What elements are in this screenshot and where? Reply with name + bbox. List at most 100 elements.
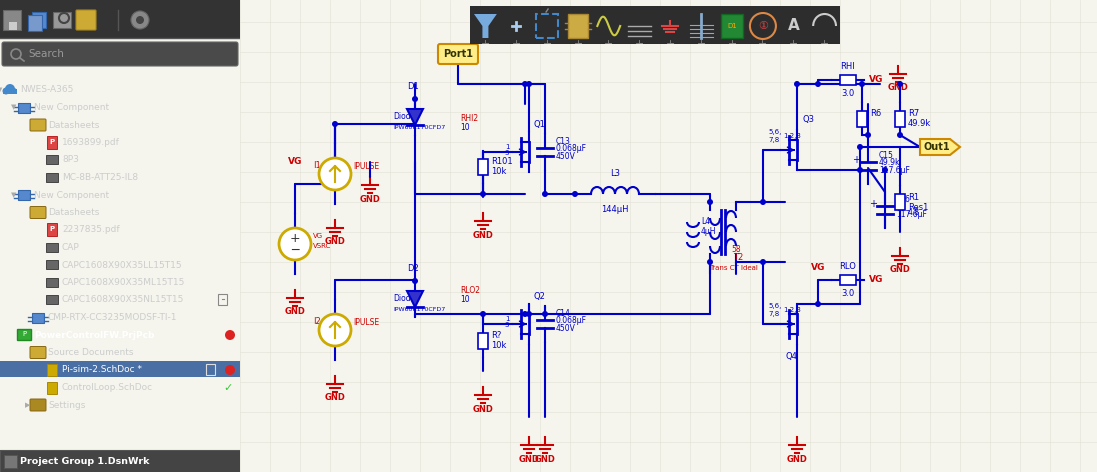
Text: MC-8B-ATT25-IL8: MC-8B-ATT25-IL8 <box>63 173 138 182</box>
Bar <box>218 294 227 305</box>
Polygon shape <box>920 139 960 155</box>
Circle shape <box>815 301 821 307</box>
Circle shape <box>522 311 528 317</box>
Circle shape <box>480 311 486 317</box>
Text: C15: C15 <box>879 151 894 160</box>
Bar <box>47 223 57 236</box>
Bar <box>29 15 42 31</box>
Text: VG: VG <box>287 157 302 166</box>
Text: R101: R101 <box>491 158 512 167</box>
Text: IPW60R170CFD7: IPW60R170CFD7 <box>393 125 445 130</box>
Text: CMP-RTX-CC3235MODSF-TI-1: CMP-RTX-CC3235MODSF-TI-1 <box>48 313 178 322</box>
Text: 7,8: 7,8 <box>768 137 779 143</box>
FancyBboxPatch shape <box>30 207 46 219</box>
Text: 10k: 10k <box>491 342 507 351</box>
Text: L3: L3 <box>610 169 620 178</box>
Bar <box>47 364 57 376</box>
Bar <box>4 455 16 468</box>
Bar <box>840 275 856 285</box>
Circle shape <box>882 167 887 173</box>
Text: R6: R6 <box>870 110 881 118</box>
Text: New Component: New Component <box>34 103 109 112</box>
Text: 0.068μF: 0.068μF <box>556 144 587 153</box>
Bar <box>0 450 240 472</box>
Text: C13: C13 <box>556 137 570 146</box>
Text: VG: VG <box>869 276 883 285</box>
Text: D1: D1 <box>727 23 737 29</box>
Text: 1: 1 <box>505 316 509 322</box>
Text: GND: GND <box>284 307 305 317</box>
Circle shape <box>572 191 578 197</box>
Bar <box>31 208 45 214</box>
Circle shape <box>857 167 863 173</box>
Text: Q1: Q1 <box>533 120 545 129</box>
Text: +: + <box>290 233 301 245</box>
Text: GND: GND <box>325 394 346 403</box>
Text: 10k: 10k <box>491 168 507 177</box>
Text: New Component: New Component <box>34 191 109 200</box>
Text: 10: 10 <box>460 123 470 132</box>
Text: 3.0: 3.0 <box>841 89 855 98</box>
Polygon shape <box>407 291 423 307</box>
Bar <box>3 10 21 30</box>
Bar <box>47 381 57 394</box>
Bar <box>46 278 58 287</box>
Text: ─: ─ <box>291 244 298 256</box>
Circle shape <box>136 16 144 24</box>
Text: RLO: RLO <box>839 262 857 271</box>
Circle shape <box>542 191 548 197</box>
Bar <box>0 0 240 38</box>
Text: RLO2: RLO2 <box>460 286 480 295</box>
Bar <box>0 361 240 377</box>
Bar <box>478 333 488 349</box>
Circle shape <box>319 314 351 346</box>
Text: CAPC1608X90X35LL15T15: CAPC1608X90X35LL15T15 <box>63 261 182 270</box>
Bar <box>840 75 856 85</box>
Bar <box>0 450 240 472</box>
Circle shape <box>522 81 528 87</box>
FancyBboxPatch shape <box>76 10 97 30</box>
Text: ①: ① <box>758 21 768 31</box>
Text: ControlLoop.SchDoc: ControlLoop.SchDoc <box>63 383 154 392</box>
Text: P: P <box>49 138 55 144</box>
Text: Trans CT Ideal: Trans CT Ideal <box>709 265 758 271</box>
Text: 5,6,: 5,6, <box>768 303 781 309</box>
Bar <box>46 260 58 269</box>
Circle shape <box>225 330 235 340</box>
Text: 2237835.pdf: 2237835.pdf <box>63 226 120 235</box>
Text: Datasheets: Datasheets <box>48 208 100 217</box>
Text: Pi-sim-2.SchDoc *: Pi-sim-2.SchDoc * <box>63 365 142 374</box>
Circle shape <box>412 278 418 284</box>
Circle shape <box>794 81 800 87</box>
Text: P: P <box>22 331 26 337</box>
Circle shape <box>412 96 418 102</box>
Bar <box>895 194 905 210</box>
Bar <box>16 329 31 340</box>
Text: Res1: Res1 <box>908 202 928 211</box>
Bar <box>721 14 744 38</box>
Text: Datasheets: Datasheets <box>48 120 100 129</box>
Text: Q2: Q2 <box>533 292 545 301</box>
Circle shape <box>480 191 486 197</box>
Circle shape <box>897 132 903 138</box>
Text: VG: VG <box>869 76 883 84</box>
Circle shape <box>857 144 863 150</box>
Text: Q4: Q4 <box>785 352 796 361</box>
Text: GND: GND <box>890 265 911 275</box>
Circle shape <box>131 11 149 29</box>
Text: D1: D1 <box>407 82 419 91</box>
Circle shape <box>866 132 871 138</box>
Text: Settings: Settings <box>48 401 86 410</box>
Bar <box>47 135 57 149</box>
Text: C16: C16 <box>896 195 911 204</box>
Text: C14: C14 <box>556 309 570 318</box>
Bar <box>46 243 58 252</box>
Text: ▼: ▼ <box>11 104 16 110</box>
Text: 0.068μF: 0.068μF <box>556 316 587 325</box>
Text: 7,8: 7,8 <box>768 311 779 317</box>
Text: 450V: 450V <box>556 324 576 333</box>
Bar <box>3 89 16 94</box>
Text: 117.6μF: 117.6μF <box>896 210 927 219</box>
Circle shape <box>319 158 351 190</box>
Text: 144μH: 144μH <box>601 205 629 214</box>
